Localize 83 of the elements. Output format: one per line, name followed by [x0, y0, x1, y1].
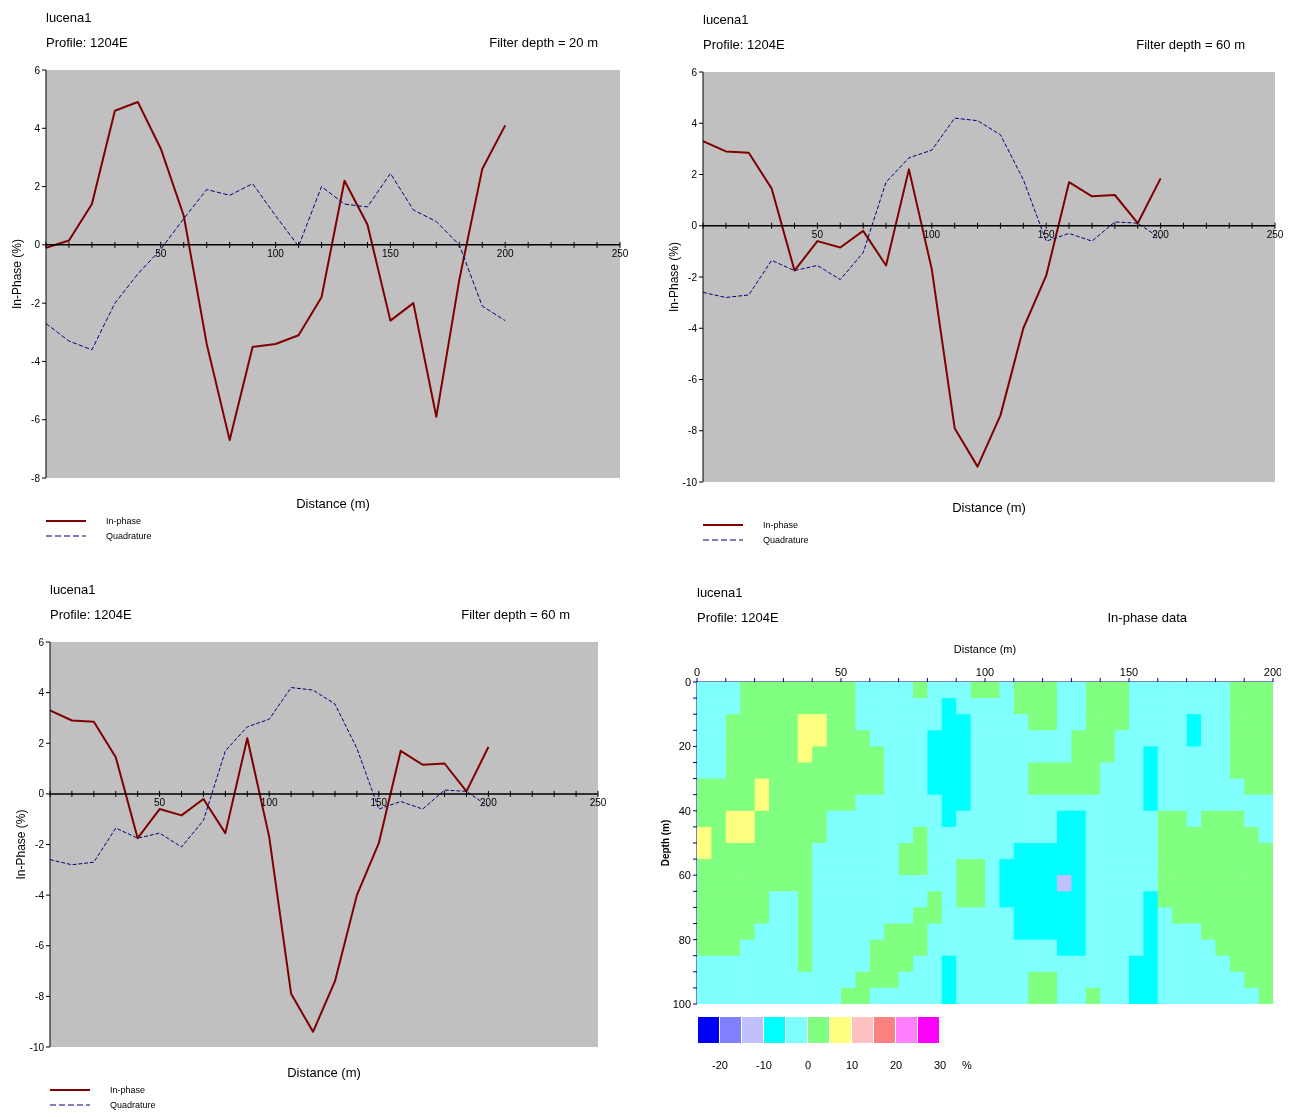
x-tick-label: 100: [975, 666, 995, 678]
chart-subtitle: Profile: 1204E: [50, 607, 132, 622]
y-tick-label: -4: [31, 355, 41, 367]
x-tick-label: 50: [154, 796, 166, 808]
y-tick-label: 0: [38, 788, 45, 800]
y-tick-label: 2: [34, 181, 41, 193]
y-tick-label: -10: [682, 476, 698, 488]
color-bar-title: %: [962, 1059, 972, 1071]
y-tick-label: -8: [31, 472, 41, 484]
x-tick-label: 250: [611, 247, 629, 259]
x-tick-label: 250: [1266, 228, 1284, 240]
y-axis-title: In-Phase (%): [667, 241, 682, 313]
x-tick-label: 200: [496, 247, 514, 259]
color-bar-label: -20: [711, 1059, 729, 1071]
x-tick-label: 250: [589, 796, 607, 808]
chart-subtitle: Profile: 1204E: [697, 610, 779, 625]
color-bar-label: 0: [803, 1059, 813, 1071]
y-axis-title: In-Phase (%): [14, 809, 29, 880]
chart-title: lucena1: [50, 582, 96, 597]
y-tick-label: 0: [684, 675, 691, 688]
text: Filter depth = 20 m: [489, 35, 598, 50]
y-tick-label: -6: [688, 374, 698, 386]
legend-label: In-phase: [110, 1084, 146, 1095]
chart-title: lucena1: [697, 585, 743, 600]
y-tick-label: 6: [34, 64, 41, 76]
chart-title: lucena1: [703, 12, 749, 27]
x-axis-title: Distance (m): [287, 1065, 361, 1080]
x-tick-label: 50: [155, 247, 167, 259]
color-bar-label: 30: [932, 1059, 948, 1071]
y-tick-label: -2: [688, 271, 698, 283]
y-tick-label: -6: [35, 940, 45, 952]
x-axis-title: Distance (m): [953, 642, 1017, 655]
x-axis-title: Distance (m): [952, 500, 1026, 515]
y-tick-label: -8: [35, 990, 45, 1002]
y-tick-label: 0: [34, 239, 41, 251]
y-tick-label: -4: [35, 889, 45, 901]
y-tick-label: -2: [31, 297, 41, 309]
y-tick-label: -4: [688, 322, 698, 334]
y-tick-label: 0: [691, 220, 698, 232]
y-tick-label: 40: [678, 804, 691, 817]
legend-label: In-phase: [106, 515, 142, 526]
color-bar-label: 10: [844, 1059, 860, 1071]
text: In-phase data: [1107, 610, 1187, 625]
y-tick-label: 4: [38, 687, 45, 699]
y-tick-label: 100: [672, 997, 691, 1010]
x-tick-label: 50: [811, 228, 824, 240]
x-tick-label: 100: [923, 228, 941, 240]
legend-label: Quadrature: [110, 1099, 156, 1110]
x-tick-label: 200: [480, 796, 498, 808]
y-tick-label: 80: [678, 933, 691, 946]
x-tick-label: 50: [834, 666, 848, 678]
text: Filter depth = 60 m: [1136, 37, 1245, 52]
y-tick-label: -2: [35, 839, 45, 851]
x-tick-label: 150: [382, 247, 400, 259]
y-tick-label: -6: [31, 414, 41, 426]
y-axis-title: In-Phase (%): [10, 238, 25, 310]
x-tick-label: 150: [370, 796, 388, 808]
y-tick-label: 2: [38, 737, 45, 749]
x-tick-label: 150: [1119, 666, 1139, 678]
chart-title: lucena1: [46, 10, 92, 25]
x-axis-title: Distance (m): [296, 496, 370, 511]
y-axis-title: Depth (m): [659, 819, 671, 867]
x-tick-label: 200: [1263, 666, 1283, 678]
y-tick-label: 60: [678, 869, 691, 882]
y-tick-label: 2: [691, 169, 698, 181]
y-tick-label: 4: [691, 117, 698, 129]
x-tick-label: 200: [1152, 228, 1170, 240]
chart-subtitle: Profile: 1204E: [46, 35, 128, 50]
chart-subtitle: Profile: 1204E: [703, 37, 785, 52]
legend-label: Quadrature: [106, 530, 152, 541]
y-tick-label: -10: [29, 1041, 45, 1053]
color-bar-label: 20: [888, 1059, 904, 1071]
x-tick-label: 100: [267, 247, 285, 259]
legend-label: In-phase: [763, 519, 799, 530]
y-tick-label: -8: [688, 425, 698, 437]
text: Filter depth = 60 m: [461, 607, 570, 622]
y-tick-label: 6: [691, 66, 698, 78]
color-bar-label: -10: [755, 1059, 773, 1071]
y-tick-label: 4: [34, 122, 41, 134]
x-tick-label: 150: [1037, 228, 1055, 240]
y-tick-label: 6: [38, 636, 45, 648]
y-tick-label: 20: [678, 740, 691, 753]
legend-label: Quadrature: [763, 534, 809, 545]
